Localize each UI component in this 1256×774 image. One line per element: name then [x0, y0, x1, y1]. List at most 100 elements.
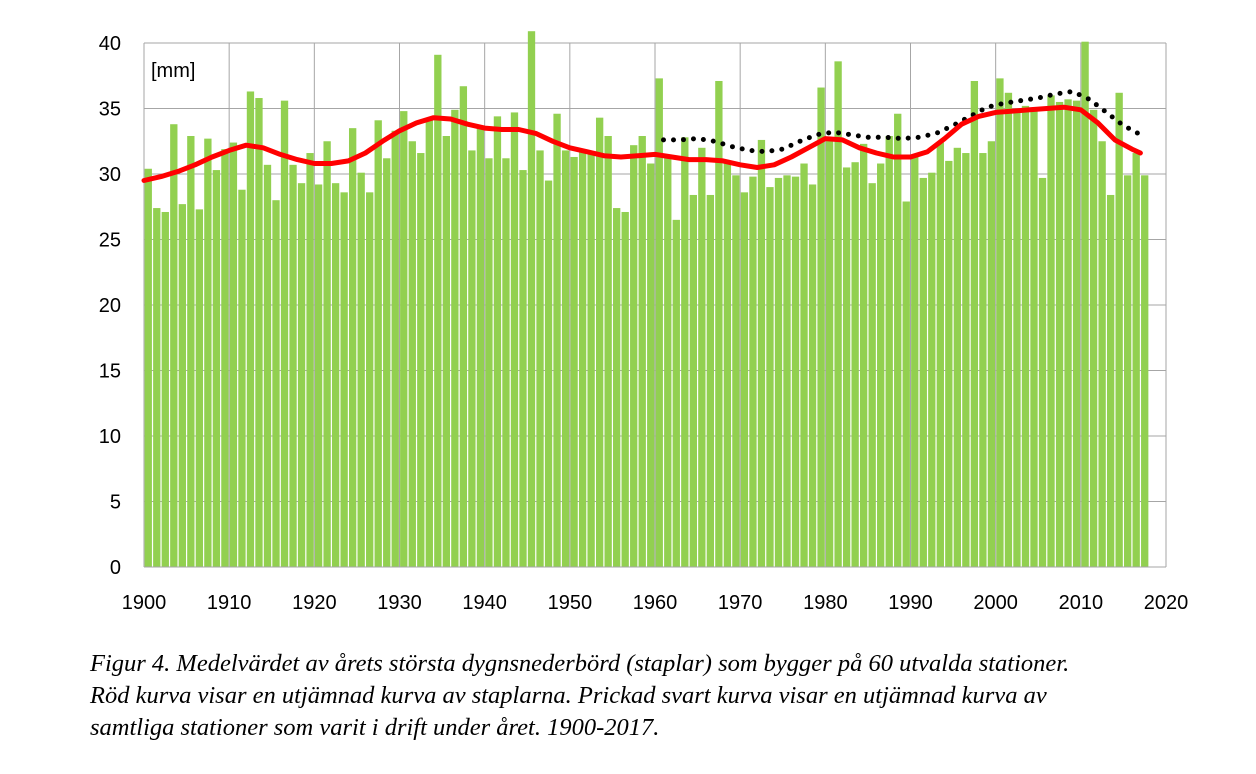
x-tick-label: 1910 [207, 592, 252, 614]
bar [212, 170, 221, 567]
bar [902, 201, 910, 567]
bar [442, 136, 451, 567]
x-tick-label: 1900 [122, 592, 167, 614]
bar [587, 153, 595, 568]
bar [987, 141, 996, 567]
bar [391, 130, 399, 567]
bar [221, 149, 229, 568]
bar [1064, 99, 1072, 567]
bar [400, 111, 408, 568]
bar [578, 149, 587, 568]
bar [1132, 153, 1140, 568]
bar [1047, 95, 1055, 568]
bar [1081, 41, 1089, 567]
bar [681, 137, 689, 567]
bar [374, 120, 382, 567]
x-tick-label: 2020 [1144, 592, 1189, 614]
bar [791, 176, 800, 567]
bar [970, 80, 979, 568]
bar [383, 158, 391, 567]
bar [851, 162, 859, 567]
bar [672, 219, 680, 567]
figure-caption: Figur 4. Medelvärdet av årets största dy… [90, 648, 1230, 744]
bar [144, 168, 152, 567]
smoothed-curve-all-stations [661, 88, 1143, 155]
bar [570, 156, 578, 567]
bar [595, 117, 604, 568]
bar [842, 167, 851, 567]
bar [323, 141, 331, 567]
bar [894, 113, 902, 568]
bar [527, 31, 536, 567]
bar [919, 177, 927, 567]
bar [962, 153, 970, 568]
bar [868, 183, 876, 568]
bar [246, 91, 255, 567]
bar [1106, 194, 1115, 567]
bar [1124, 175, 1132, 567]
unit-label: [mm] [151, 60, 195, 82]
bar [161, 211, 169, 568]
y-tick-label: 40 [99, 33, 121, 55]
bar [613, 208, 621, 567]
bar [757, 139, 766, 567]
bar [996, 78, 1004, 568]
bar [655, 78, 663, 568]
bar [1072, 100, 1081, 567]
bar [817, 87, 825, 567]
bar [774, 177, 783, 567]
bar [953, 147, 962, 568]
bar [561, 150, 570, 568]
bar [425, 118, 433, 567]
bar [229, 142, 238, 567]
smoothed-curves [141, 88, 1143, 183]
bar [1089, 109, 1098, 567]
bar [170, 124, 178, 567]
y-tick-label: 35 [99, 99, 121, 121]
y-tick-label: 15 [99, 361, 121, 383]
bar [153, 208, 161, 567]
bar [434, 54, 442, 568]
bar [647, 163, 655, 567]
bar [297, 183, 306, 568]
bar [698, 147, 706, 568]
bar [204, 138, 212, 567]
bar-series [144, 31, 1149, 568]
bar [314, 184, 323, 568]
bar [178, 204, 186, 567]
bar [289, 164, 297, 567]
bar [485, 158, 493, 567]
bar [536, 150, 544, 568]
y-tick-label: 25 [99, 230, 121, 252]
y-tick-label: 5 [110, 492, 121, 514]
y-tick-label: 0 [110, 557, 121, 579]
bar [638, 136, 646, 567]
y-tick-labels: 0 5 10 15 20 25 30 35 40 [99, 33, 121, 579]
x-tick-label: 1950 [548, 592, 593, 614]
caption-line-3: samtliga stationer som varit i drift und… [90, 714, 660, 741]
x-tick-label: 2010 [1059, 592, 1104, 614]
bar [544, 180, 553, 568]
bar [885, 136, 893, 567]
bar [493, 116, 502, 568]
bar [825, 138, 834, 567]
bar [510, 112, 519, 568]
bar [357, 172, 365, 567]
smoothed-curve-60-stations [141, 104, 1143, 183]
x-tick-label: 1940 [462, 592, 507, 614]
caption-line-1: Figur 4. Medelvärdet av årets största dy… [90, 650, 1070, 677]
x-tick-label: 1990 [888, 592, 933, 614]
bar [706, 194, 715, 567]
caption-line-2: Röd kurva visar en utjämnad kurva av sta… [90, 682, 1047, 709]
bar [1055, 101, 1064, 567]
bar [928, 172, 936, 567]
bar [451, 109, 459, 567]
bar [1030, 109, 1038, 567]
bar [238, 189, 246, 567]
bar [553, 113, 561, 568]
bar [664, 155, 672, 567]
bar [306, 153, 314, 568]
y-tick-label: 30 [99, 164, 121, 186]
bar [417, 153, 425, 568]
bar [366, 192, 374, 567]
